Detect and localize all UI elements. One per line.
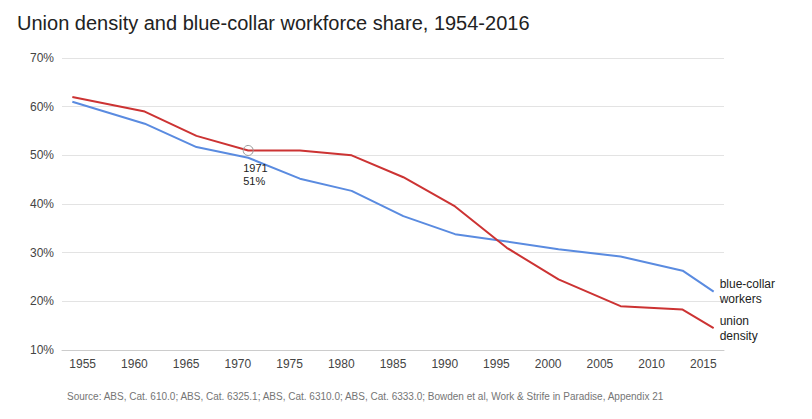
svg-text:2015: 2015 bbox=[690, 357, 717, 371]
svg-text:1970: 1970 bbox=[224, 357, 251, 371]
svg-text:1985: 1985 bbox=[380, 357, 407, 371]
svg-text:density: density bbox=[720, 329, 758, 343]
svg-text:10%: 10% bbox=[30, 343, 54, 357]
svg-text:workers: workers bbox=[719, 292, 762, 306]
svg-text:1990: 1990 bbox=[431, 357, 458, 371]
svg-text:1955: 1955 bbox=[69, 357, 96, 371]
svg-text:60%: 60% bbox=[30, 100, 54, 114]
svg-text:1960: 1960 bbox=[121, 357, 148, 371]
svg-text:1975: 1975 bbox=[276, 357, 303, 371]
svg-text:51%: 51% bbox=[243, 175, 265, 187]
svg-text:20%: 20% bbox=[30, 294, 54, 308]
svg-text:Source: ABS, Cat. 610.0; ABS,: Source: ABS, Cat. 610.0; ABS, Cat. 6325.… bbox=[67, 391, 664, 402]
svg-text:blue-collar: blue-collar bbox=[720, 277, 775, 291]
svg-text:1971: 1971 bbox=[243, 162, 267, 174]
svg-text:2005: 2005 bbox=[587, 357, 614, 371]
svg-text:70%: 70% bbox=[30, 51, 54, 65]
svg-text:2010: 2010 bbox=[638, 357, 665, 371]
svg-text:1980: 1980 bbox=[328, 357, 355, 371]
svg-text:Union density and blue-collar: Union density and blue-collar workforce … bbox=[17, 12, 530, 34]
svg-text:1965: 1965 bbox=[173, 357, 200, 371]
svg-text:union: union bbox=[720, 314, 749, 328]
svg-text:2000: 2000 bbox=[535, 357, 562, 371]
svg-text:50%: 50% bbox=[30, 148, 54, 162]
svg-text:1995: 1995 bbox=[483, 357, 510, 371]
svg-text:40%: 40% bbox=[30, 197, 54, 211]
svg-text:30%: 30% bbox=[30, 246, 54, 260]
